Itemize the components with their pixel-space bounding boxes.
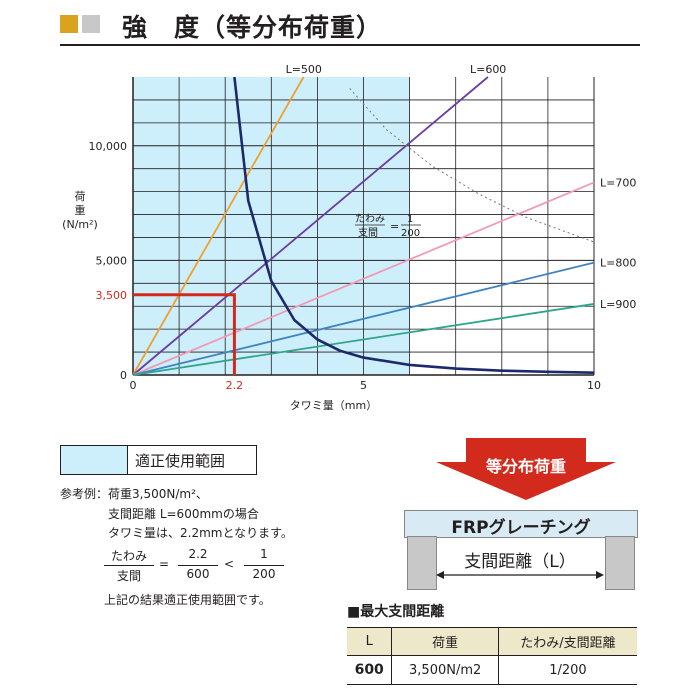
table-heading: ■最大支間距離: [347, 604, 445, 620]
y-axis-title: 荷: [75, 190, 86, 203]
example-line-1: 参考例：荷重3,500N/m²、: [60, 487, 208, 501]
series-label-l-600: L=600: [470, 63, 506, 76]
example-conclusion: 上記の結果適正使用範囲です。: [104, 593, 271, 607]
y-tick-label: 0: [120, 369, 127, 382]
series-line-l-700: [132, 181, 595, 376]
series-line-l-900: [132, 303, 595, 376]
title-bar: 強 度（等分布荷重）: [60, 12, 640, 46]
formula-lt: <: [224, 557, 235, 571]
series-label-l-900: L=900: [600, 298, 636, 311]
example-line-2: 支間距離 L=600mmの場合: [108, 507, 259, 521]
deflection-limit-curve: [233, 76, 595, 375]
formula-frac1-num: たわみ: [110, 549, 147, 563]
support-left: [407, 536, 437, 590]
curve-label-frac-num: 1: [407, 214, 413, 225]
title-accent-gray: [82, 15, 100, 33]
formula-frac3-den: 200: [252, 567, 276, 581]
x-tick-label: 10: [587, 379, 601, 392]
page-title: 強 度（等分布荷重）: [122, 13, 383, 42]
example-x-label: 2.2: [226, 379, 244, 392]
formula-frac3-num: 1: [260, 547, 268, 561]
formula-frac2-bar: [178, 565, 218, 566]
series-line-l-600: [132, 76, 489, 376]
series-line-l-800: [132, 261, 595, 376]
title-accent-gold: [60, 15, 78, 33]
curve-label-eq: =: [390, 220, 399, 233]
span-label: 支間距離（L）: [464, 552, 576, 572]
dotted-curve: [349, 88, 595, 243]
formula-frac2-den: 600: [186, 567, 210, 581]
legend-label: 適正使用範囲: [135, 452, 226, 470]
series-label-l-700: L=700: [600, 176, 636, 189]
example-marker-lines: [133, 293, 236, 375]
frp-grating: FRPグレーチング: [404, 510, 638, 538]
x-tick-label: 0: [130, 379, 137, 392]
y-axis-title: (N/m²): [62, 218, 98, 231]
y-tick-label: 10,000: [89, 140, 128, 153]
frp-grating-label: FRPグレーチング: [451, 518, 591, 538]
legend-range: 適正使用範囲: [60, 445, 257, 475]
load-arrow-icon: [436, 438, 616, 500]
arrow-label: 等分布荷重: [485, 457, 566, 476]
example-y-label: 3,500: [96, 289, 128, 302]
table-row: 600 3,500N/m2 1/200: [347, 655, 637, 685]
curve-label-frac-den: 200: [401, 228, 420, 239]
support-right: [605, 536, 635, 590]
table-header-row: L 荷重 たわみ/支間距離: [347, 627, 637, 656]
table-header-load: 荷重: [391, 627, 499, 656]
series-label-l-500: L=500: [286, 63, 322, 76]
formula-frac1-bar: [104, 565, 154, 566]
formula-eq: =: [159, 557, 170, 571]
formula-frac2-num: 2.2: [188, 547, 208, 561]
series-label-l-800: L=800: [600, 257, 636, 270]
max-span-table: L 荷重 たわみ/支間距離 600 3,500N/m2 1/200: [347, 627, 637, 685]
x-axis-title: タワミ量（mm）: [290, 399, 377, 412]
table-header-ratio: たわみ/支間距離: [497, 627, 637, 656]
curve-label-den: 支間: [358, 227, 378, 239]
example-line-3: タワミ量は、2.2mmとなります。: [108, 526, 293, 540]
x-tick-label: 5: [360, 379, 367, 392]
table-cell-l: 600: [347, 655, 392, 685]
legend-swatch: [61, 446, 128, 474]
y-tick-label: 5,000: [96, 254, 128, 267]
span-arrow-icon: [436, 571, 604, 579]
table-cell-ratio: 1/200: [497, 655, 637, 685]
y-axis-title: 重: [75, 203, 86, 217]
table-cell-load: 3,500N/m2: [391, 655, 499, 685]
curve-label-num: たわみ: [355, 213, 385, 225]
table-header-l: L: [347, 627, 392, 656]
formula-frac3-bar: [244, 565, 284, 566]
series-line-l-500: [132, 76, 305, 376]
example-formula: たわみ 支間 = 2.2 600 < 1 200: [104, 547, 294, 585]
formula-frac1-den: 支間: [116, 569, 141, 583]
